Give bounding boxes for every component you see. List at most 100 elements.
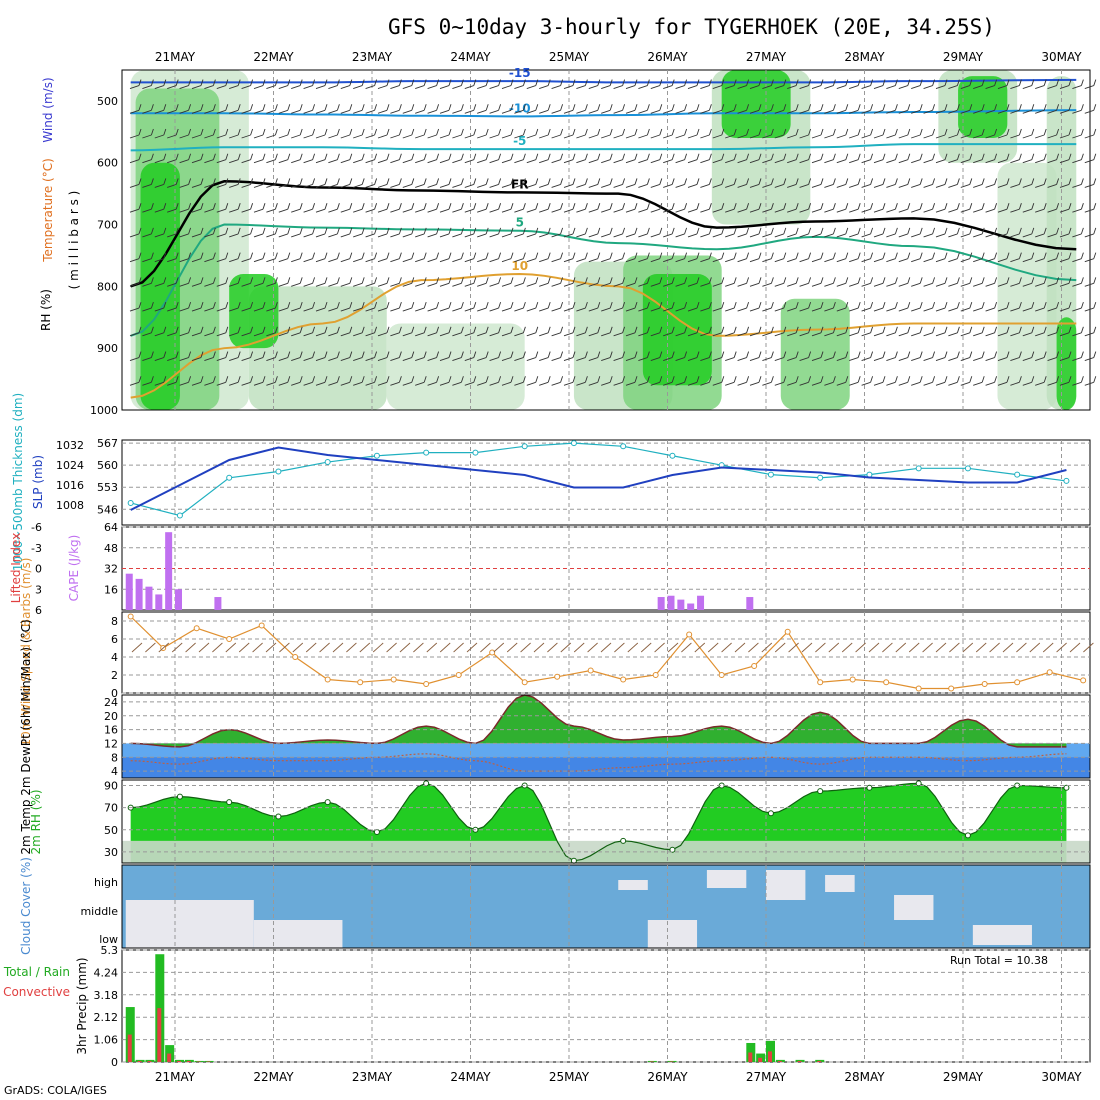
wind-barb: [849, 128, 861, 139]
wind-barb: [415, 277, 427, 287]
wind-barb: [985, 104, 998, 114]
wind-barb: [539, 376, 551, 386]
wind-barb: [836, 351, 849, 361]
wind-barb: [1022, 376, 1035, 386]
wind-barb: [898, 326, 911, 337]
wind-barb: [774, 104, 787, 114]
wind-barb: [799, 128, 812, 139]
surface-wind-barb: [439, 642, 451, 653]
wind-barb: [501, 104, 514, 114]
convective-bar: [748, 1052, 753, 1062]
wind-barb: [811, 227, 824, 238]
thickness-line-point: [915, 465, 922, 472]
wind-barb: [452, 178, 464, 188]
wind-barb: [241, 203, 254, 213]
wind-barb: [539, 153, 551, 164]
wind-barb: [452, 203, 464, 213]
wind-barb: [353, 227, 365, 238]
wind-barb: [315, 203, 328, 213]
wind-barb: [439, 351, 452, 361]
wind-barb: [452, 376, 464, 386]
wind-barb: [1072, 301, 1084, 312]
wind-barb: [1010, 252, 1022, 263]
wind-barb: [1022, 79, 1035, 89]
wind-barb: [377, 153, 390, 164]
wind-barb: [179, 326, 192, 337]
cloud-cell: [766, 870, 806, 900]
surface-wind-barb: [332, 642, 344, 653]
wind-barb: [923, 128, 936, 139]
wind-barb: [799, 153, 812, 164]
wind-barb: [849, 252, 861, 263]
surface-wind-barb: [855, 642, 866, 653]
wind-barb: [625, 252, 638, 263]
li-tick-label: 0: [35, 563, 42, 576]
wind-barb: [142, 178, 154, 188]
wind-barb: [1072, 128, 1084, 139]
wind-barb: [415, 227, 427, 238]
thickness-line-point: [767, 471, 774, 478]
wind-barb: [749, 203, 762, 213]
wind-barb: [303, 227, 316, 238]
wind-barb: [241, 227, 254, 238]
wind-barb: [526, 203, 539, 213]
wind-barb: [935, 227, 948, 238]
wind-barb: [935, 277, 948, 287]
wind-barb: [911, 351, 923, 361]
wind-barb: [539, 351, 551, 361]
wind-barb: [1059, 153, 1072, 164]
wind-barb: [923, 104, 936, 114]
wind-barb: [787, 153, 799, 164]
rh-axis-label: 2m RH (%): [29, 789, 43, 854]
wind-barb: [923, 326, 936, 337]
wind-barb: [601, 326, 613, 337]
precip-axis-label: 3hr Precip (mm): [75, 957, 89, 1054]
wind-barb: [774, 79, 787, 89]
wind-barb: [365, 252, 378, 263]
wind-barb: [898, 104, 911, 114]
wind-barb: [229, 351, 241, 361]
wind-barb: [886, 79, 898, 89]
wind-barb: [873, 227, 886, 238]
wind-barb: [439, 252, 452, 263]
wind-barb: [390, 128, 402, 139]
wind-barb: [191, 351, 204, 361]
wind-barb: [1022, 351, 1035, 361]
wind-barb: [291, 277, 303, 287]
wind-barb: [787, 203, 799, 213]
wind-barb: [390, 326, 402, 337]
wind-barb: [179, 153, 192, 164]
wind-barb: [539, 203, 551, 213]
rh-point: [915, 780, 922, 787]
convective-bar: [137, 1060, 142, 1062]
wind-barb: [291, 128, 303, 139]
wind-barb: [1035, 301, 1047, 312]
wind-barb: [762, 153, 774, 164]
wind-barb: [489, 104, 502, 114]
wind-barb: [650, 203, 663, 213]
wind-barb: [687, 326, 700, 337]
cape-bar: [667, 595, 675, 610]
wind-barb: [1072, 351, 1084, 361]
wind-barb: [266, 178, 278, 188]
wind-barb: [303, 79, 316, 89]
wind-barb: [712, 104, 725, 114]
surface-wind-barb: [868, 642, 880, 653]
wind-barb: [960, 128, 973, 139]
wind-barb: [1059, 178, 1072, 188]
wind-barb: [303, 301, 316, 312]
rh-shading: [140, 162, 180, 410]
wind-barb: [997, 79, 1010, 89]
wind-barb: [700, 178, 712, 188]
wind-barb: [774, 178, 787, 188]
wind-barb: [1084, 153, 1097, 164]
wind-barb: [873, 104, 886, 114]
wind-barb: [204, 178, 216, 188]
wind-barb: [576, 277, 588, 287]
pressure-tick-label: 500: [97, 95, 118, 108]
wind-barb: [241, 326, 254, 337]
wind-barb: [191, 301, 204, 312]
wind-barb: [253, 227, 266, 238]
rh-point: [767, 810, 774, 817]
